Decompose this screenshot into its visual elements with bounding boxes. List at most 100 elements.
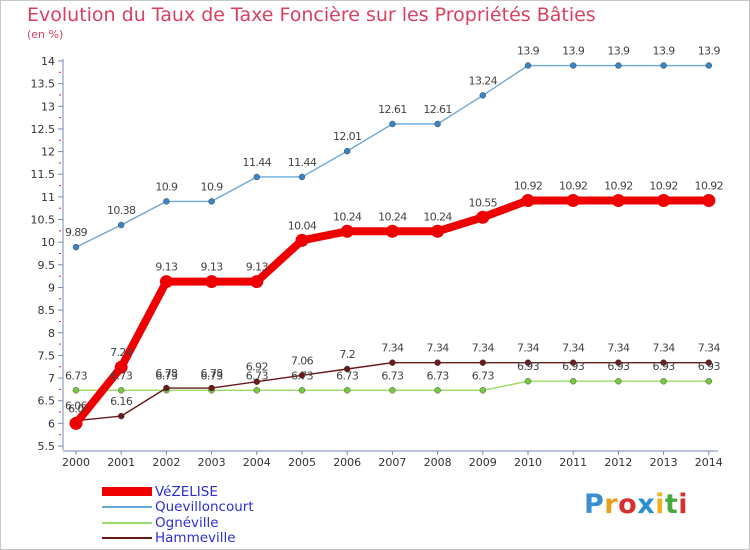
x-tick-label: 2010 [514,456,542,469]
data-point [476,210,490,224]
data-point [389,120,396,128]
x-tick-label: 2008 [424,456,452,469]
data-label: 6.93 [517,360,540,373]
data-label: 9.89 [65,226,88,239]
data-point [208,198,215,205]
data-point [72,387,80,394]
y-tick-label: 7 [48,372,55,385]
data-label: 7.34 [472,342,495,355]
data-point [295,233,309,247]
data-label: 10.24 [333,210,362,223]
data-point [434,359,441,366]
axes: 5.5 6 6.5 7 7.5 8 8.5 9 9.5 10 10.5 11 11.5 12 12.5 13 1… [31,55,723,469]
data-point [114,360,128,374]
legend-swatch [102,521,152,524]
data-point [344,365,351,373]
data-point [611,194,625,208]
data-label: 7.34 [562,342,585,355]
x-tick-label: 2011 [559,456,587,469]
data-point [344,147,351,155]
legend-label: Hammeville [155,530,236,547]
data-label: 7.34 [427,342,450,355]
data-label: 9.13 [246,261,269,274]
legend-label: Ognéville [155,514,219,531]
unit-label: (en %) [27,28,64,41]
data-label: 12.61 [378,103,407,116]
data-label: 10.92 [695,180,724,193]
data-point [479,359,486,366]
data-point [479,387,486,394]
data-label: 6.73 [201,369,224,382]
data-label: 7.06 [291,354,314,367]
chart-title: Evolution du Taux de Taxe Foncière sur l… [27,4,596,26]
data-point [253,387,260,394]
y-tick-label: 8 [48,327,55,340]
data-label: 10.92 [514,180,543,193]
data-label: 10.9 [201,180,224,193]
y-tick-label: 12.5 [31,123,56,136]
data-label: 7.34 [517,342,540,355]
data-point [521,194,535,208]
data-point [253,378,260,385]
x-tick-label: 2006 [333,456,361,469]
x-tick-label: 2007 [378,456,406,469]
data-label: 9.13 [155,261,178,274]
legend-item-ogneville[interactable]: Ognéville [102,515,254,531]
data-label: 6.73 [291,369,314,382]
data-label: 10.04 [288,219,317,232]
data-label: 7.34 [381,342,404,355]
data-label: 6.73 [336,369,359,382]
x-tick-label: 2013 [650,456,678,469]
data-label: 7.2 [339,348,355,361]
data-point [566,194,580,208]
logo-letter: x [637,489,656,520]
x-tick-label: 2014 [695,456,723,469]
data-label: 6.78 [155,367,178,380]
data-label: 6.78 [201,367,224,380]
data-point [69,416,83,430]
data-point [344,387,351,394]
data-label: 6.73 [381,369,404,382]
data-point [205,275,219,289]
data-label: 13.9 [698,45,721,58]
data-point [163,198,170,205]
x-tick-label: 2003 [198,456,226,469]
data-point [208,384,215,392]
data-point [72,243,80,251]
y-tick-label: 5.5 [38,440,56,453]
data-label: 7.34 [607,342,630,355]
x-tick-label: 2005 [288,456,316,469]
data-point [298,387,306,394]
y-tick-label: 7.5 [38,349,56,362]
data-point [702,194,716,208]
data-point [117,221,125,229]
data-label: 13.9 [562,45,585,58]
data-point [524,62,532,69]
data-label: 10.92 [649,180,678,193]
data-label: 10.24 [423,210,452,223]
legend-item-hammeville[interactable]: Hammeville [102,530,254,547]
data-label: 10.24 [378,210,407,223]
data-label: 10.38 [107,204,136,217]
data-label: 6.73 [472,369,495,382]
legend-item-vezelise[interactable]: VéZELISE [102,484,254,500]
data-label: 6.73 [427,369,450,382]
logo-letter: i [678,489,689,520]
data-point [117,412,125,420]
data-label: 6.93 [698,360,721,373]
data-label: 10.55 [469,196,498,209]
data-label: 6.73 [110,369,133,382]
data-label: 6.93 [562,360,585,373]
legend-item-quevilloncourt[interactable]: Quevilloncourt [102,499,254,515]
data-point [660,378,667,385]
data-label: 6.93 [653,360,676,373]
data-point [615,359,622,366]
logo-letter: P [584,489,605,520]
legend-swatch [102,506,152,509]
proxiti-logo: Proxiti [584,489,688,520]
logo-letter: o [618,489,638,520]
y-tick-label: 8.5 [38,304,56,317]
data-label: 10.92 [559,180,588,193]
data-point [570,378,577,385]
